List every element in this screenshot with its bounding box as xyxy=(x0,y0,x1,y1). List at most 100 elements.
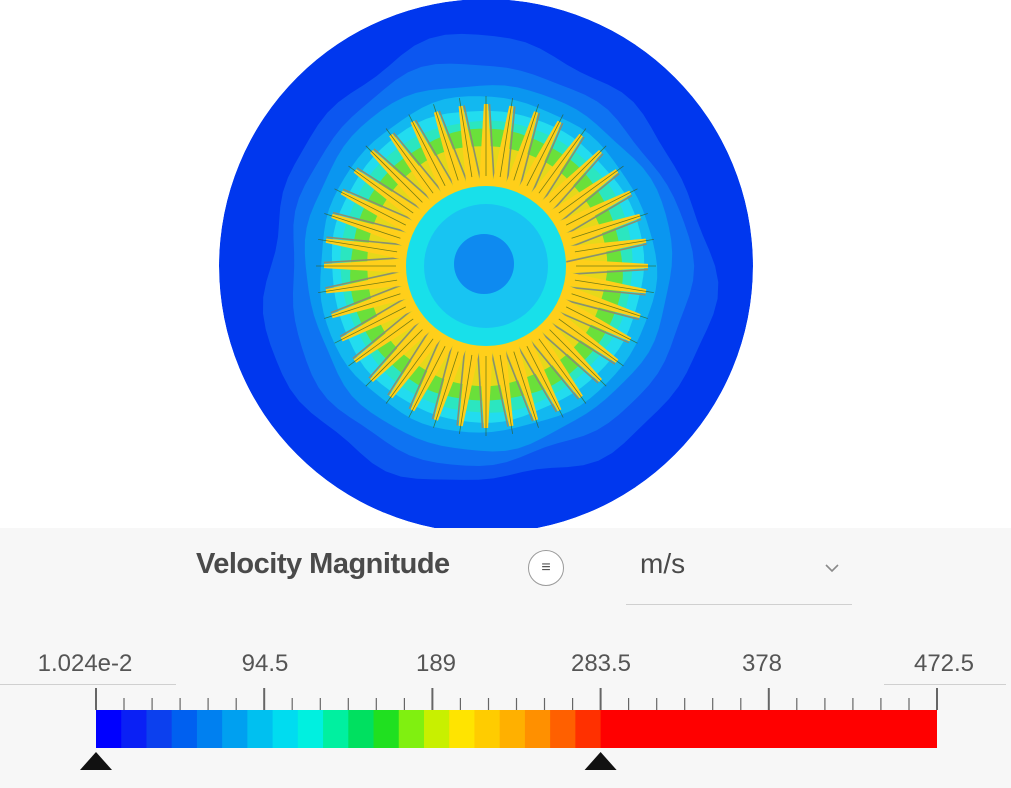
blade-edge xyxy=(326,236,409,246)
colorbar-segment xyxy=(423,710,450,748)
velocity-vector xyxy=(385,128,434,194)
colorbar-segment xyxy=(146,710,173,748)
blade-edge xyxy=(463,105,483,186)
blade-edge xyxy=(332,211,413,235)
blade-edge xyxy=(387,325,433,396)
list-icon[interactable]: ≡ xyxy=(528,550,564,586)
colorbar-segment xyxy=(297,710,324,748)
contour-field xyxy=(219,0,753,530)
velocity-vector xyxy=(538,128,587,194)
tick-label: 189 xyxy=(415,650,457,677)
velocity-contour-plot[interactable] xyxy=(0,0,1011,530)
velocity-vector xyxy=(574,239,654,253)
blade-edge xyxy=(525,335,580,400)
velocity-vector xyxy=(566,188,638,226)
velocity-vector xyxy=(526,346,564,418)
colorbar-segment xyxy=(196,710,223,748)
blade-edge xyxy=(560,194,633,238)
range-min-field[interactable] xyxy=(0,646,176,685)
blade-edge xyxy=(438,110,471,188)
velocity-vector xyxy=(526,114,564,186)
blade-edge xyxy=(368,316,425,379)
velocity-vector xyxy=(574,279,654,293)
hub-core xyxy=(454,234,514,294)
colorbar-segment xyxy=(222,710,248,748)
blade-edge xyxy=(566,243,647,263)
colorbar-segment xyxy=(474,710,501,748)
blade-edge xyxy=(547,153,604,216)
tick-label: 94.5 xyxy=(241,650,289,677)
velocity-vector xyxy=(433,351,459,428)
velocity-vector xyxy=(348,318,414,367)
legend-panel: Velocity Magnitude ≡ m/s 1.024e-2 94.5 1… xyxy=(0,528,1011,788)
colorbar-segment xyxy=(247,710,274,748)
lower-range-handle[interactable] xyxy=(80,752,112,770)
colorbar xyxy=(96,710,937,748)
blade-edge xyxy=(529,122,564,199)
velocity-vector xyxy=(348,165,414,214)
blade-edge xyxy=(356,167,427,213)
velocity-vector xyxy=(513,104,539,181)
velocity-vector xyxy=(499,98,513,178)
velocity-vector xyxy=(571,213,648,239)
velocity-vector xyxy=(365,329,423,387)
blade-edge xyxy=(342,188,419,223)
chevron-down-icon xyxy=(825,564,839,573)
blade-edge xyxy=(456,343,466,426)
blade-edge xyxy=(392,132,447,197)
upper-range-handle[interactable] xyxy=(584,752,617,770)
blade-edge xyxy=(488,103,496,187)
velocity-vector xyxy=(549,329,607,387)
unit-value: m/s xyxy=(640,548,686,579)
blade-edge xyxy=(564,218,642,251)
blade-edge xyxy=(414,119,458,192)
blade-edge xyxy=(559,297,640,321)
colorbar-segment xyxy=(121,710,148,748)
blade-edge xyxy=(501,344,534,422)
blade-edge xyxy=(545,319,616,365)
colorbar-segment xyxy=(524,710,551,748)
velocity-vector xyxy=(408,114,446,186)
colorbar-segment xyxy=(323,710,349,748)
velocity-vector xyxy=(571,293,648,319)
blade-edge xyxy=(330,281,408,314)
velocity-vector xyxy=(408,346,446,418)
tick-label: 378 xyxy=(741,650,783,677)
velocity-vector xyxy=(334,188,406,226)
velocity-vector xyxy=(549,145,607,203)
velocity-vector xyxy=(558,318,624,367)
simulation-viewport[interactable] xyxy=(0,0,1011,530)
blade-edge xyxy=(352,305,417,360)
velocity-vector xyxy=(459,98,473,178)
range-max-field[interactable] xyxy=(884,646,1006,685)
blade-edge xyxy=(555,172,620,227)
blade-edge xyxy=(539,136,585,207)
velocity-vector xyxy=(433,104,459,181)
colorbar-segment xyxy=(449,710,476,748)
unit-select[interactable]: m/s xyxy=(626,544,852,605)
velocity-vector xyxy=(566,306,638,344)
colorbar-segment xyxy=(272,710,299,748)
blade-edge xyxy=(339,294,412,338)
range-min-value: 1.024e-2 xyxy=(37,650,133,677)
legend-title: Velocity Magnitude xyxy=(196,548,450,580)
velocity-vector xyxy=(558,165,624,214)
velocity-vector xyxy=(318,279,398,293)
colorbar-segment xyxy=(171,710,198,748)
velocity-vector xyxy=(324,213,401,239)
blade-edge xyxy=(514,340,558,413)
colorbar-segment xyxy=(575,710,602,748)
range-max-value: 472.5 xyxy=(913,650,975,677)
velocity-vector xyxy=(499,354,513,434)
tick-label: 283.5 xyxy=(570,650,632,677)
velocity-vector xyxy=(513,351,539,428)
colorbar-segment xyxy=(398,710,425,748)
velocity-vector xyxy=(459,354,473,434)
blade-edge xyxy=(553,309,630,344)
colorbar-segment xyxy=(499,710,526,748)
blade-edge xyxy=(489,346,509,427)
blade-edge xyxy=(506,106,516,189)
velocity-vector xyxy=(538,338,587,404)
colorbar-segment xyxy=(550,710,576,748)
blade-edge xyxy=(517,112,541,193)
